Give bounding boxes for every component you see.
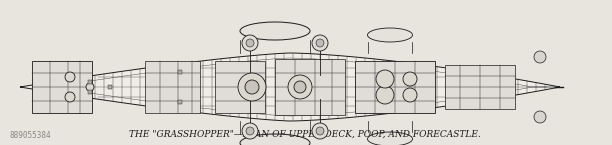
Circle shape: [312, 35, 328, 51]
Bar: [32, 61, 92, 113]
Ellipse shape: [240, 134, 310, 145]
Circle shape: [86, 83, 94, 91]
Circle shape: [534, 51, 546, 63]
Text: 889055384: 889055384: [10, 130, 51, 139]
Circle shape: [65, 92, 75, 102]
Circle shape: [242, 123, 258, 139]
Bar: [88, 80, 92, 84]
Circle shape: [312, 123, 328, 139]
Bar: [178, 70, 182, 74]
Circle shape: [242, 35, 258, 51]
Bar: [178, 100, 182, 104]
Polygon shape: [20, 53, 560, 121]
Ellipse shape: [367, 132, 412, 145]
Circle shape: [534, 111, 546, 123]
Bar: [145, 61, 200, 113]
Bar: [355, 61, 435, 113]
Circle shape: [288, 75, 312, 99]
Circle shape: [245, 80, 259, 94]
Ellipse shape: [367, 28, 412, 42]
Bar: [275, 59, 345, 115]
Circle shape: [376, 86, 394, 104]
Circle shape: [403, 88, 417, 102]
Bar: [88, 90, 92, 94]
Bar: [215, 61, 265, 113]
Circle shape: [65, 72, 75, 82]
Bar: [445, 65, 515, 109]
Text: THE "GRASSHOPPER"—PLAN OF UPPER DECK, POOP, AND FORECASTLE.: THE "GRASSHOPPER"—PLAN OF UPPER DECK, PO…: [129, 129, 481, 138]
Circle shape: [376, 70, 394, 88]
Circle shape: [403, 72, 417, 86]
Circle shape: [246, 127, 254, 135]
Bar: [108, 85, 112, 89]
Circle shape: [246, 39, 254, 47]
Ellipse shape: [240, 22, 310, 40]
Circle shape: [238, 73, 266, 101]
Circle shape: [316, 127, 324, 135]
Circle shape: [316, 39, 324, 47]
Circle shape: [294, 81, 306, 93]
